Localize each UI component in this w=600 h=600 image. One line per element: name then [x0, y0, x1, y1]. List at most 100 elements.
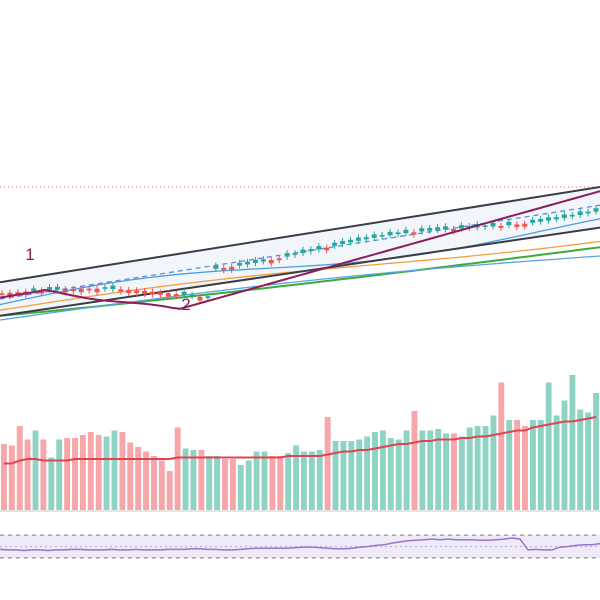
volume-bar: [253, 451, 260, 510]
candle: [102, 287, 108, 289]
candle: [39, 290, 45, 294]
candle: [593, 208, 599, 212]
volume-bar: [506, 420, 513, 510]
volume-bar: [127, 442, 134, 510]
candle: [189, 294, 195, 297]
volume-bar: [569, 375, 576, 510]
volume-bar: [451, 433, 457, 510]
volume-bar: [198, 450, 205, 510]
candle: [340, 241, 346, 245]
candle: [284, 253, 290, 257]
volume-bar: [119, 432, 126, 510]
volume-bar: [32, 430, 39, 510]
volume-bar: [158, 460, 165, 510]
candle: [126, 289, 132, 294]
volume-bar: [545, 382, 552, 510]
candle: [577, 211, 583, 215]
volume-bar: [490, 415, 497, 510]
candle: [7, 292, 13, 297]
volume-bar: [324, 417, 331, 510]
candle: [213, 265, 219, 269]
volume-bar: [466, 427, 473, 510]
candle: [458, 225, 464, 229]
candle: [530, 219, 536, 223]
volume-bar: [356, 439, 363, 510]
volume-bar: [214, 456, 221, 510]
volume-bar: [585, 412, 592, 510]
candle: [31, 288, 37, 291]
candle: [363, 237, 369, 240]
candle: [229, 266, 235, 270]
volume-bar: [364, 436, 371, 510]
volume-bar: [458, 436, 465, 510]
candle: [403, 229, 409, 234]
volume-bar: [40, 439, 47, 510]
volume-bar: [340, 441, 347, 510]
candle: [134, 290, 140, 293]
candle: [324, 247, 330, 251]
volume-bar: [174, 427, 181, 510]
volume-bar: [577, 409, 584, 510]
candle: [62, 289, 68, 293]
volume-bar: [16, 426, 23, 510]
candle: [371, 234, 377, 238]
volume-bar: [222, 459, 228, 510]
volume-bar: [411, 411, 418, 510]
candle: [47, 287, 53, 290]
candle: [173, 294, 179, 297]
candle: [276, 258, 282, 261]
volume-bar: [166, 471, 173, 510]
candle: [411, 232, 417, 235]
candle: [78, 288, 84, 293]
candle: [157, 292, 163, 295]
volume-bar: [277, 456, 284, 510]
volume-bar: [427, 430, 434, 510]
candle: [94, 288, 100, 293]
volume-bar: [285, 453, 292, 510]
candle: [490, 222, 496, 227]
candle: [355, 237, 361, 241]
candle: [514, 224, 520, 227]
volume-bar: [24, 439, 31, 510]
volume-bar: [308, 451, 315, 510]
candle: [142, 290, 148, 294]
volume-bar: [111, 430, 118, 510]
volume-bar: [245, 460, 252, 510]
candle: [522, 223, 528, 227]
candle: [545, 217, 551, 221]
volume-bar: [443, 433, 449, 510]
candle: [237, 262, 243, 266]
candle: [435, 227, 441, 231]
price-pane: 12: [0, 186, 600, 321]
volume-bar: [348, 441, 355, 510]
candle: [110, 285, 116, 290]
volume-bar: [143, 451, 149, 510]
volume-bar: [332, 441, 339, 510]
channel-fill: [0, 187, 600, 316]
candle: [347, 239, 353, 243]
candle: [585, 211, 591, 214]
volume-bar: [474, 426, 481, 510]
candle: [0, 293, 5, 295]
candle: [70, 288, 76, 292]
volume-bar: [435, 429, 442, 510]
volume-bar: [135, 447, 142, 510]
candle: [292, 253, 298, 255]
volume-bar: [261, 451, 268, 510]
candle: [450, 228, 456, 232]
candle: [316, 246, 322, 250]
volume-bar: [72, 438, 78, 510]
volume-pane: [0, 375, 600, 512]
volume-bar: [498, 382, 505, 510]
candle: [498, 225, 504, 228]
candle: [221, 267, 227, 271]
wave-label-1: 1: [25, 245, 34, 264]
candle: [181, 291, 187, 296]
volume-bar: [79, 435, 86, 510]
candle: [149, 291, 155, 295]
candle: [118, 289, 124, 292]
candle: [86, 288, 92, 291]
candle: [245, 261, 251, 265]
candle: [197, 297, 203, 301]
